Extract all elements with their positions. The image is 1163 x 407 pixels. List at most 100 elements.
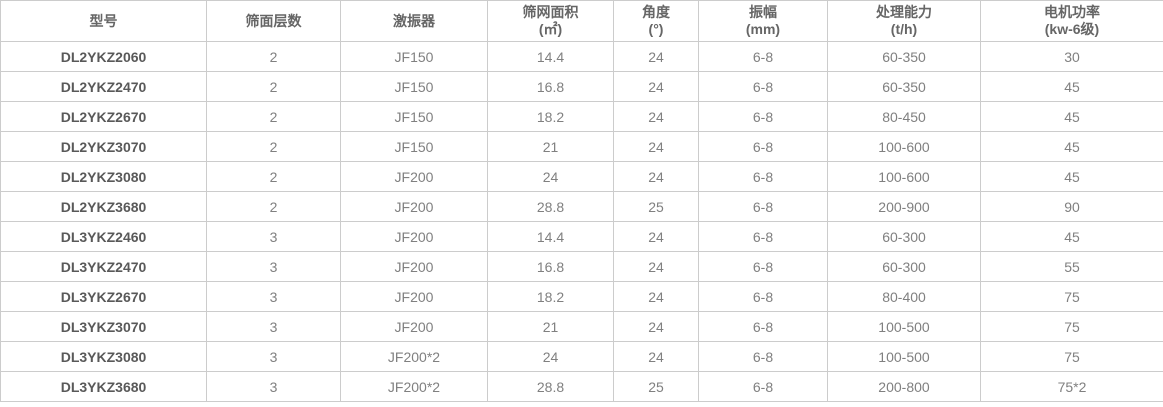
model-cell: DL3YKZ3080: [0, 341, 207, 372]
column-header-label: 激振器: [393, 12, 435, 29]
table-row: DL2YKZ3680 2 JF200 28.8 25 6-8 200-900 90: [0, 191, 1163, 222]
column-header-label: 振幅: [749, 4, 777, 20]
column-header-capacity: 处理能力 (t/h): [827, 0, 981, 42]
table-row: DL2YKZ3080 2 JF200 24 24 6-8 100-600 45: [0, 161, 1163, 192]
model-cell: DL2YKZ3680: [0, 191, 207, 222]
cell-amplitude: 6-8: [698, 191, 828, 222]
table-row: DL2YKZ3070 2 JF150 21 24 6-8 100-600 45: [0, 131, 1163, 162]
table-row: DL3YKZ2670 3 JF200 18.2 24 6-8 80-400 75: [0, 281, 1163, 312]
cell-exciter: JF150: [340, 41, 488, 72]
cell-amplitude: 6-8: [698, 131, 828, 162]
model-cell: DL2YKZ3080: [0, 161, 207, 192]
cell-amplitude: 6-8: [698, 41, 828, 72]
column-header-label: 筛面层数: [245, 12, 302, 29]
cell-area: 21: [487, 131, 614, 162]
cell-area: 14.4: [487, 41, 614, 72]
column-header-unit: (t/h): [890, 21, 918, 37]
cell-capacity: 100-600: [827, 161, 981, 192]
cell-layers: 3: [206, 251, 341, 282]
column-header-label: 筛网面积: [522, 4, 579, 20]
cell-layers: 2: [206, 41, 341, 72]
cell-amplitude: 6-8: [698, 311, 828, 342]
cell-layers: 3: [206, 371, 341, 402]
cell-power: 45: [980, 131, 1163, 162]
cell-area: 28.8: [487, 191, 614, 222]
column-header-power: 电机功率 (kw-6级): [980, 0, 1163, 42]
column-header-exciter: 激振器: [340, 0, 488, 42]
cell-capacity: 200-800: [827, 371, 981, 402]
cell-layers: 2: [206, 71, 341, 102]
model-cell: DL2YKZ2670: [0, 101, 207, 132]
cell-angle: 24: [613, 311, 699, 342]
table-row: DL3YKZ3680 3 JF200*2 28.8 25 6-8 200-800 75*2: [0, 371, 1163, 402]
model-cell: DL3YKZ2470: [0, 251, 207, 282]
column-header-label: 电机功率: [1044, 4, 1100, 20]
cell-area: 18.2: [487, 281, 614, 312]
cell-amplitude: 6-8: [698, 251, 828, 282]
column-header-angle: 角度 (°): [613, 0, 699, 42]
cell-area: 18.2: [487, 101, 614, 132]
model-cell: DL3YKZ3070: [0, 311, 207, 342]
column-header-unit: (㎡): [538, 21, 563, 37]
table-row: DL3YKZ2460 3 JF200 14.4 24 6-8 60-300 45: [0, 221, 1163, 252]
cell-exciter: JF200: [340, 221, 488, 252]
cell-area: 16.8: [487, 71, 614, 102]
cell-amplitude: 6-8: [698, 161, 828, 192]
cell-power: 75: [980, 281, 1163, 312]
cell-layers: 2: [206, 101, 341, 132]
cell-power: 45: [980, 161, 1163, 192]
cell-exciter: JF150: [340, 101, 488, 132]
cell-area: 16.8: [487, 251, 614, 282]
model-cell: DL3YKZ2460: [0, 221, 207, 252]
cell-area: 21: [487, 311, 614, 342]
column-header-area: 筛网面积 (㎡): [487, 0, 614, 42]
cell-capacity: 100-500: [827, 311, 981, 342]
cell-layers: 3: [206, 311, 341, 342]
cell-exciter: JF200*2: [340, 341, 488, 372]
cell-capacity: 200-900: [827, 191, 981, 222]
table-row: DL3YKZ3080 3 JF200*2 24 24 6-8 100-500 75: [0, 341, 1163, 372]
cell-angle: 24: [613, 251, 699, 282]
cell-angle: 24: [613, 101, 699, 132]
cell-exciter: JF150: [340, 131, 488, 162]
cell-power: 90: [980, 191, 1163, 222]
cell-exciter: JF150: [340, 71, 488, 102]
cell-power: 55: [980, 251, 1163, 282]
cell-angle: 25: [613, 191, 699, 222]
model-cell: DL2YKZ2470: [0, 71, 207, 102]
cell-power: 45: [980, 221, 1163, 252]
table-row: DL2YKZ2470 2 JF150 16.8 24 6-8 60-350 45: [0, 71, 1163, 102]
cell-exciter: JF200: [340, 191, 488, 222]
column-header-layers: 筛面层数: [206, 0, 341, 42]
cell-capacity: 80-450: [827, 101, 981, 132]
table-row: DL3YKZ2470 3 JF200 16.8 24 6-8 60-300 55: [0, 251, 1163, 282]
cell-angle: 25: [613, 371, 699, 402]
table-row: DL2YKZ2060 2 JF150 14.4 24 6-8 60-350 30: [0, 41, 1163, 72]
model-cell: DL2YKZ3070: [0, 131, 207, 162]
cell-angle: 24: [613, 131, 699, 162]
table-header: 型号 筛面层数 激振器 筛网面积 (㎡) 角度 (°) 振幅 (mm) 处理能力 (t/h) 电机功率…: [0, 0, 1163, 42]
cell-amplitude: 6-8: [698, 371, 828, 402]
cell-exciter: JF200: [340, 281, 488, 312]
model-cell: DL3YKZ3680: [0, 371, 207, 402]
cell-amplitude: 6-8: [698, 281, 828, 312]
column-header-label: 处理能力: [876, 4, 932, 20]
cell-exciter: JF200*2: [340, 371, 488, 402]
cell-capacity: 60-300: [827, 251, 981, 282]
column-header-label: 角度: [642, 4, 670, 20]
cell-layers: 2: [206, 131, 341, 162]
cell-capacity: 60-350: [827, 71, 981, 102]
cell-angle: 24: [613, 281, 699, 312]
cell-exciter: JF200: [340, 311, 488, 342]
cell-power: 45: [980, 101, 1163, 132]
cell-angle: 24: [613, 41, 699, 72]
cell-layers: 3: [206, 221, 341, 252]
cell-capacity: 60-300: [827, 221, 981, 252]
table-body: DL2YKZ2060 2 JF150 14.4 24 6-8 60-350 30 DL2YKZ2…: [0, 41, 1163, 402]
cell-angle: 24: [613, 161, 699, 192]
cell-power: 75: [980, 341, 1163, 372]
cell-angle: 24: [613, 341, 699, 372]
cell-exciter: JF200: [340, 161, 488, 192]
model-cell: DL3YKZ2670: [0, 281, 207, 312]
cell-layers: 2: [206, 161, 341, 192]
